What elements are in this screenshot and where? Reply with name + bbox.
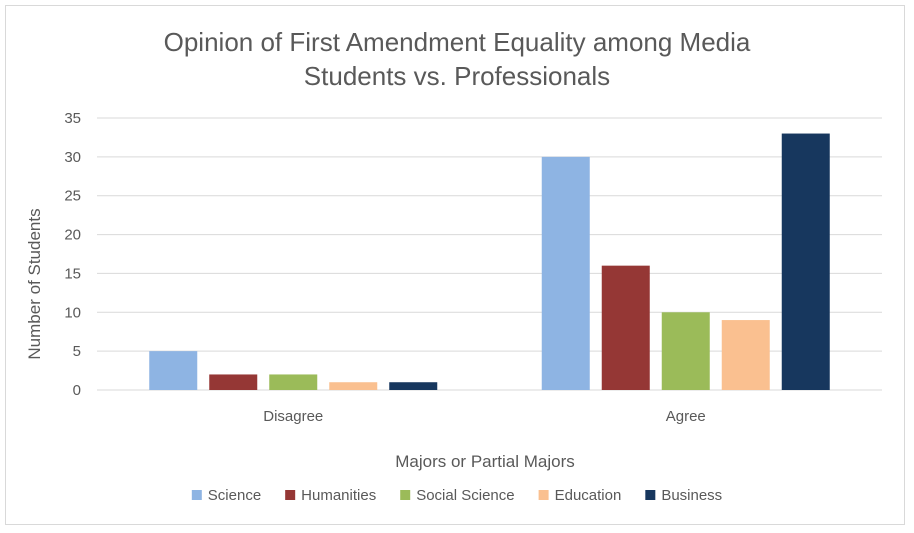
y-tick-label: 35	[64, 110, 81, 127]
legend-item-social-science: Social Science	[400, 487, 515, 504]
legend-swatch	[400, 490, 411, 500]
bar-science-agree	[541, 156, 590, 390]
x-tick-label: Agree	[666, 408, 706, 425]
bar-science-disagree	[149, 351, 198, 390]
chart-title-line-1: Opinion of First Amendment Equality amon…	[164, 27, 751, 57]
bar-business-disagree	[389, 382, 438, 390]
chart-title-line-2: Students vs. Professionals	[304, 61, 610, 91]
legend: Science Humanities Social Science Education…	[191, 487, 722, 504]
legend-swatch	[191, 490, 202, 500]
legend-label: Education	[555, 487, 622, 504]
chart-title: Opinion of First Amendment Equality amon…	[164, 27, 751, 91]
bar-social-science-disagree	[269, 374, 318, 390]
y-tick-label: 30	[64, 149, 81, 166]
x-tick-label: Disagree	[263, 408, 323, 425]
bar-social-science-agree	[661, 312, 710, 390]
legend-item-science: Science	[191, 487, 261, 504]
chart-frame	[5, 5, 905, 525]
bar-humanities-disagree	[209, 374, 258, 390]
legend-label: Business	[661, 487, 722, 504]
legend-label: Science	[208, 487, 261, 504]
bar-business-agree	[781, 133, 830, 391]
bar-education-disagree	[329, 382, 378, 390]
legend-swatch	[538, 490, 549, 500]
y-tick-label: 10	[64, 304, 81, 321]
legend-swatch	[645, 490, 656, 500]
bar-education-agree	[721, 320, 770, 390]
legend-item-business: Business	[645, 487, 722, 504]
legend-swatch	[285, 490, 296, 500]
x-axis-tick-labels: Disagree Agree	[263, 408, 706, 425]
y-tick-label: 25	[64, 188, 81, 205]
legend-label: Humanities	[301, 487, 376, 504]
x-axis-title: Majors or Partial Majors	[395, 452, 575, 471]
legend-item-education: Education	[538, 487, 622, 504]
y-tick-label: 20	[64, 227, 81, 244]
legend-label: Social Science	[416, 487, 514, 504]
y-axis-tick-labels: 0 5 10 15 20 25 30 35	[64, 110, 81, 399]
y-tick-label: 15	[64, 265, 81, 282]
y-tick-label: 0	[73, 382, 81, 399]
y-axis-title: Number of Students	[25, 208, 44, 359]
legend-item-humanities: Humanities	[285, 487, 376, 504]
bars	[149, 133, 830, 391]
y-tick-label: 5	[73, 343, 81, 360]
bar-humanities-agree	[601, 265, 650, 390]
